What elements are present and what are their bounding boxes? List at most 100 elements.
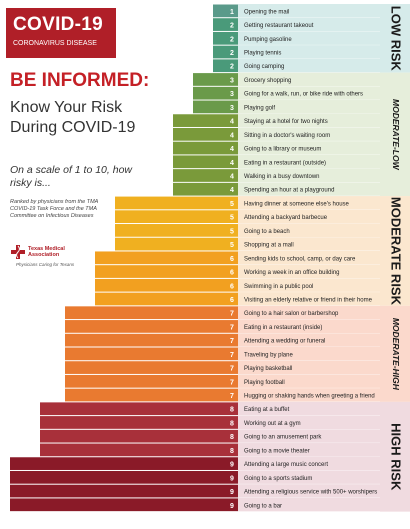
activity-label: Traveling by plane [244,352,293,358]
risk-level-label: MODERATE RISK [389,197,404,306]
risk-band [380,305,410,402]
activity-label: Playing football [244,380,285,386]
activity-label: Going for a walk, run, or bike ride with… [244,92,363,98]
activity-label: Attending a backyard barbecue [244,215,328,221]
bar-value: 7 [230,393,234,400]
row-band [238,58,380,73]
activity-label: Working out at a gym [244,421,301,427]
activity-label: Going to a library or museum [244,147,321,153]
banner-subtitle: CORONAVIRUS DISEASE [13,40,97,47]
bar [10,457,238,470]
row-band [238,4,380,18]
activity-label: Attending a large music concert [244,462,328,468]
risk-band [380,72,410,197]
tma-logo-icon [11,245,25,259]
bar [213,18,238,31]
row-band [238,182,380,197]
activity-label: Going to a movie theater [244,448,310,454]
bar-value: 8 [230,448,234,455]
bar-value: 4 [230,132,234,139]
bar-value: 2 [230,23,234,30]
activity-label: Playing basketball [244,366,292,372]
bar [40,402,238,416]
row-band [238,278,380,293]
row-band [238,360,380,375]
tma-logo: Texas Medical Association Physicians Car… [10,244,100,274]
bar-value: 9 [230,503,234,510]
risk-level-label: LOW RISK [389,6,404,72]
bar [95,278,238,292]
row-band [238,45,380,59]
bar [213,31,238,45]
risk-level-label: MODERATE-LOW [391,99,401,171]
risk-level-label: MODERATE-HIGH [391,318,401,391]
bar-value: 8 [230,434,234,441]
banner-title: COVID-19 [13,14,104,35]
bar [65,361,238,374]
row-band [238,31,380,46]
row-band [238,250,380,265]
bar [65,374,238,388]
bar-value: 7 [230,352,234,359]
activity-label: Shopping at a mall [244,243,294,249]
bar-value: 2 [230,36,234,43]
activity-label: Visiting an elderly relative or friend i… [244,297,373,303]
bar [173,182,238,196]
activity-label: Going camping [244,64,284,70]
row-band [238,17,380,32]
bar-value: 9 [230,462,234,469]
row-band [238,347,380,361]
bar [173,141,238,155]
row-band [238,237,380,251]
bar-value: 3 [230,105,234,112]
activity-label: Having dinner at someone else's house [244,201,350,207]
bar-value: 4 [230,119,234,126]
activity-label: Eating in a restaurant (inside) [244,325,322,331]
bar-value: 7 [230,311,234,318]
activity-label: Eating at a buffet [244,407,290,413]
bar [115,237,238,251]
bar-value: 3 [230,91,234,98]
row-band [238,401,380,416]
activity-label: Grocery shopping [244,78,291,84]
row-band [238,319,380,334]
activity-label: Sending kids to school, camp, or day car… [244,256,356,262]
risk-band [380,4,410,73]
row-band [238,484,380,498]
bar-value: 7 [230,379,234,386]
row-band [238,168,380,183]
bar-value: 9 [230,475,234,482]
activity-label: Going to a sports stadium [244,476,312,482]
row-band [238,223,380,238]
bar [65,388,238,402]
bar [10,484,238,498]
activity-label: Swimming in a public pool [244,284,313,290]
activity-label: Eating in a restaurant (outside) [244,160,326,166]
row-band [238,443,380,457]
bar-value: 8 [230,407,234,414]
tma-logo-name: Texas Medical Association [28,246,65,258]
bar-value: 7 [230,324,234,331]
bar-value: 8 [230,420,234,427]
bar-value: 4 [230,160,234,167]
covid-banner: COVID-19 CORONAVIRUS DISEASE [6,8,116,58]
bar [213,45,238,59]
bar [65,306,238,320]
row-band [238,292,380,306]
risk-band [380,196,410,306]
row-band [238,141,380,155]
activity-label: Working a week in an office building [244,270,340,276]
bar-value: 5 [230,201,234,208]
bar-value: 4 [230,174,234,181]
row-band [238,429,380,444]
row-band [238,209,380,224]
bar-value: 4 [230,187,234,194]
activity-label: Getting restaurant takeout [244,23,314,29]
bar [173,169,238,182]
row-band [238,374,380,389]
bar-value: 6 [230,256,234,263]
activity-label: Going to an amusement park [244,435,322,441]
risk-band [380,401,410,512]
row-band [238,456,380,471]
